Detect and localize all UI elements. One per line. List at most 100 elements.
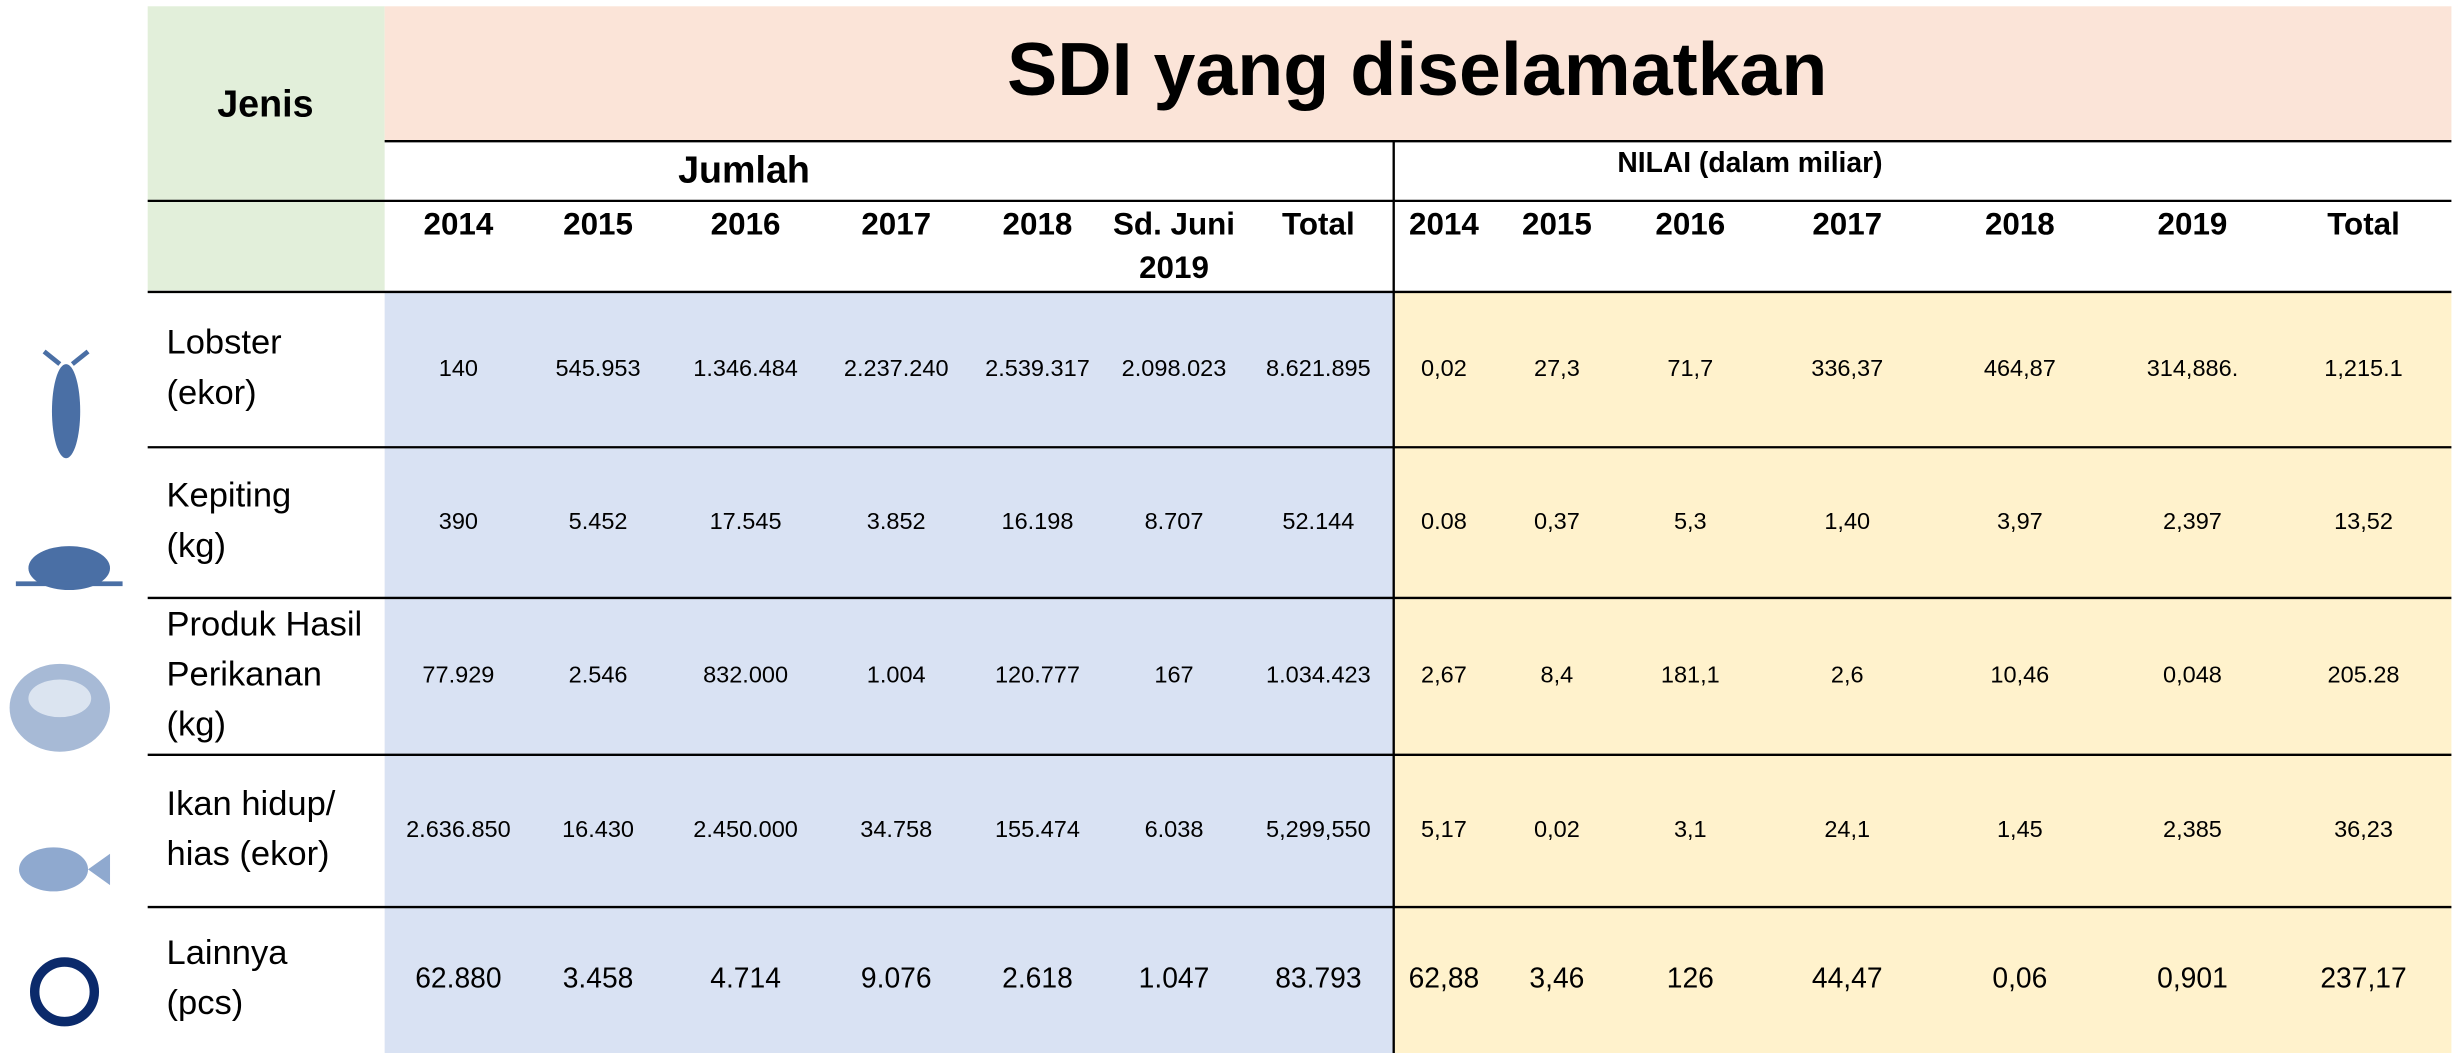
column-header: Total [1282, 206, 1355, 241]
column-header: 2019 [1139, 250, 1209, 285]
cell: 126 [1667, 961, 1714, 993]
cell: 2.539.317 [985, 355, 1090, 381]
jenis-label: Jenis [217, 83, 313, 125]
cell: 8.707 [1145, 508, 1204, 534]
column-header: 2018 [1985, 206, 2055, 241]
cell: 1.346.484 [693, 355, 798, 381]
cell: 2,67 [1421, 662, 1467, 688]
row-label: (ekor) [167, 374, 257, 412]
cell: 5,3 [1674, 508, 1707, 534]
cell: 24,1 [1824, 816, 1870, 842]
cell: 205.28 [2328, 662, 2400, 688]
row-label: (kg) [167, 706, 226, 744]
cell: 71,7 [1667, 355, 1713, 381]
lobster-icon [42, 349, 90, 459]
cell: 2.546 [569, 662, 628, 688]
row-label: Lobster [167, 324, 282, 362]
row-label: Produk Hasil [167, 605, 363, 643]
cell: 16.430 [562, 816, 634, 842]
cell: 120.777 [995, 662, 1080, 688]
cell: 181,1 [1661, 662, 1720, 688]
nilai-label: NILAI (dalam miliar) [1617, 146, 1882, 178]
row-label: hias (ekor) [167, 835, 330, 873]
cell: 237,17 [2320, 961, 2406, 993]
cell: 44,47 [1812, 961, 1883, 993]
cell: 36,23 [2334, 816, 2393, 842]
column-header: 2015 [563, 206, 633, 241]
column-header: 2019 [2158, 206, 2228, 241]
column-header: Sd. Juni [1113, 206, 1235, 241]
column-header: 2017 [861, 206, 931, 241]
cell: 6.038 [1145, 816, 1204, 842]
column-header: 2014 [423, 206, 493, 241]
row-label: Kepiting [167, 477, 292, 515]
cell: 0,37 [1534, 508, 1580, 534]
jenis-cell [147, 6, 385, 291]
cell: 8.621.895 [1266, 355, 1371, 381]
cell: 8,4 [1541, 662, 1574, 688]
cell: 2.618 [1002, 961, 1073, 993]
cell: 5,299,550 [1266, 816, 1371, 842]
cell: 336,37 [1811, 355, 1883, 381]
cell: 545.953 [556, 355, 641, 381]
cell: 34.758 [860, 816, 932, 842]
cell: 2.237.240 [844, 355, 949, 381]
cell: 77.929 [422, 662, 494, 688]
column-header: 2017 [1812, 206, 1882, 241]
cell: 0.08 [1421, 508, 1467, 534]
cell: 3.852 [867, 508, 926, 534]
cell: 5,17 [1421, 816, 1467, 842]
cell: 0,02 [1421, 355, 1467, 381]
jumlah-area [384, 291, 1394, 1053]
column-header: 2018 [1003, 206, 1073, 241]
rules [147, 140, 2452, 1053]
cell: 167 [1154, 662, 1193, 688]
can-icon [9, 663, 111, 752]
cell: 3,46 [1529, 961, 1584, 993]
cell: 2.098.023 [1122, 355, 1227, 381]
cell: 2,385 [2163, 816, 2222, 842]
cell: 1.004 [867, 662, 926, 688]
title-band [384, 6, 2452, 142]
cell: 1.047 [1139, 961, 1210, 993]
cell: 2.636.850 [406, 816, 511, 842]
cell: 27,3 [1534, 355, 1580, 381]
cell: 1.034.423 [1266, 662, 1371, 688]
cell: 17.545 [710, 508, 782, 534]
cell: 0,048 [2163, 662, 2222, 688]
cell: 3,1 [1674, 816, 1707, 842]
icons [9, 349, 123, 1027]
cell: 1,45 [1997, 816, 2043, 842]
row-label: Lainnya [167, 934, 289, 972]
cell: 140 [439, 355, 478, 381]
cell: 3,97 [1997, 508, 2043, 534]
cell: 3.458 [563, 961, 634, 993]
cell: 9.076 [861, 961, 932, 993]
cell: 0,06 [1992, 961, 2047, 993]
crab-icon [15, 546, 123, 591]
jumlah-label: Jumlah [678, 149, 810, 191]
column-header: 2014 [1409, 206, 1479, 241]
cell: 16.198 [1002, 508, 1074, 534]
cell: 155.474 [995, 816, 1080, 842]
cell: 832.000 [703, 662, 788, 688]
cell: 62.880 [415, 961, 501, 993]
cell: 2.450.000 [693, 816, 798, 842]
cell: 2,397 [2163, 508, 2222, 534]
column-header: 2015 [1522, 206, 1592, 241]
nilai-area [1393, 291, 2452, 1053]
column-header: 2016 [711, 206, 781, 241]
cell: 0,901 [2157, 961, 2228, 993]
column-header: Total [2327, 206, 2400, 241]
cell: 2,6 [1831, 662, 1864, 688]
cell: 5.452 [569, 508, 628, 534]
cell: 390 [439, 508, 478, 534]
cell: 62,88 [1409, 961, 1480, 993]
cell: 1,40 [1824, 508, 1870, 534]
cell: 464,87 [1984, 355, 2056, 381]
cell: 83.793 [1275, 961, 1361, 993]
cell: 1,215.1 [2324, 355, 2402, 381]
circle-icon [29, 957, 100, 1027]
row-label: (kg) [167, 527, 226, 565]
